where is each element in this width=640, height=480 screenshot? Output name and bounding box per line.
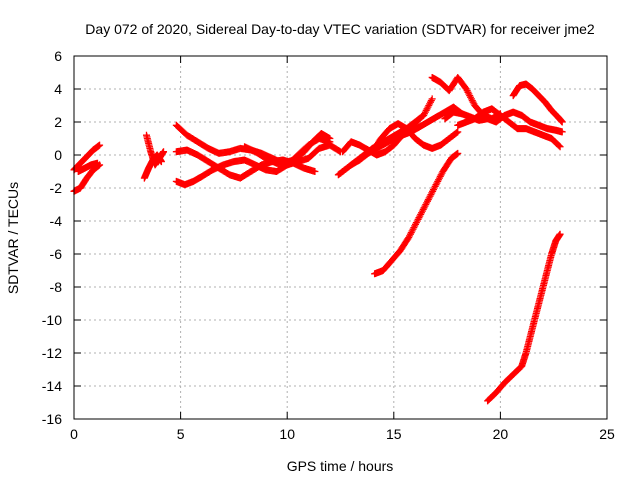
y-tick-label: 0 <box>54 147 62 163</box>
x-tick-label: 15 <box>386 426 402 442</box>
y-tick-label: -12 <box>42 345 62 361</box>
data-point-arc-d <box>160 148 168 156</box>
data-point-arc-r <box>558 118 566 126</box>
data-point-arc-k <box>415 115 423 123</box>
data-point-arc-m <box>453 129 461 137</box>
data-point-arc-b <box>96 141 104 149</box>
data-point-arc-k <box>415 116 423 124</box>
data-point-arc-q <box>555 142 563 150</box>
y-tick-label: -8 <box>50 279 63 295</box>
chart-title: Day 072 of 2020, Sidereal Day-to-day VTE… <box>85 21 595 37</box>
y-tick-label: 4 <box>54 81 62 97</box>
x-axis-label: GPS time / hours <box>287 458 394 474</box>
data-point-arc-g <box>311 168 319 175</box>
data-point-arc-s <box>556 230 564 238</box>
x-tick-label: 25 <box>599 426 615 442</box>
data-point-arc-n <box>454 149 462 157</box>
x-tick-label: 5 <box>177 426 185 442</box>
x-tick-label: 0 <box>70 426 78 442</box>
data-point-arc-j <box>428 95 436 103</box>
data-point-arc-j <box>427 97 435 105</box>
data-point-arc-c <box>93 159 101 167</box>
y-tick-label: -2 <box>50 180 63 196</box>
y-tick-label: -6 <box>50 246 63 262</box>
x-tick-label: 10 <box>279 426 295 442</box>
tick-labels: 0 5 10 15 20 25 -16 -14 -12 -10 -8 -6 -4 -2 0 2 4 6 <box>42 48 615 442</box>
y-tick-label: -4 <box>50 213 63 229</box>
y-tick-label: -10 <box>42 312 62 328</box>
y-tick-label: 2 <box>54 114 62 130</box>
data-point-arc-q <box>556 143 564 151</box>
data-point-arc-e <box>157 158 165 166</box>
data-marks <box>70 73 566 405</box>
y-axis-label: SDTVAR / TECUs <box>5 182 21 294</box>
y-tick-label: -14 <box>42 378 62 394</box>
x-tick-label: 20 <box>493 426 509 442</box>
plot-frame <box>73 55 608 420</box>
y-tick-label: -16 <box>42 411 62 427</box>
y-tick-label: 6 <box>54 48 62 64</box>
data-point-arc-p <box>558 128 566 136</box>
data-point-arc-m <box>454 128 462 136</box>
